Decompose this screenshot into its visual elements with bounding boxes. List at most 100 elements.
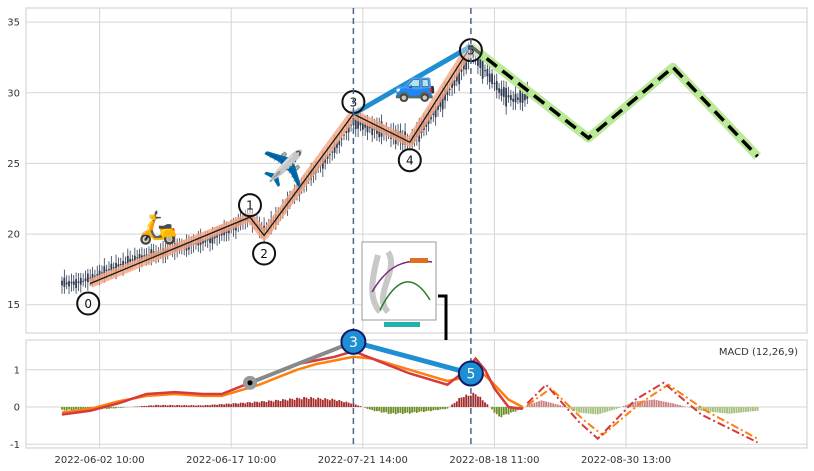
histogram-bar <box>279 401 282 408</box>
projection-dashed-line <box>469 44 759 158</box>
histogram-projection-bar <box>601 407 604 414</box>
histogram-bar <box>336 400 338 408</box>
histogram-projection-bar <box>554 403 557 408</box>
histogram-projection-bar <box>575 407 578 412</box>
histogram-bar <box>387 407 390 414</box>
histogram-bar <box>202 405 204 408</box>
histogram-projection-bar <box>608 407 611 411</box>
candle-body <box>519 89 522 103</box>
histogram-projection-bar <box>606 407 609 412</box>
candle-body <box>211 235 214 244</box>
candle-body <box>65 282 68 285</box>
histogram-bar <box>195 405 197 408</box>
histogram-projection-bar <box>695 407 698 410</box>
histogram-bar <box>70 407 73 411</box>
histogram-bar <box>368 407 371 410</box>
histogram-projection-bar <box>688 407 691 408</box>
histogram-bar <box>143 405 146 408</box>
histogram-bar <box>326 399 329 408</box>
histogram-projection-bar <box>573 407 576 411</box>
candle-body <box>112 267 115 269</box>
histogram-bar <box>321 399 324 408</box>
histogram-projection-bar <box>742 407 745 413</box>
histogram-projection-bar <box>615 407 618 409</box>
histogram-bar <box>432 407 435 411</box>
candle-body <box>75 279 77 289</box>
wave-label-4: 4 <box>406 154 414 168</box>
histogram-projection-bar <box>667 402 670 408</box>
candle-body <box>338 140 341 146</box>
candle-body <box>472 53 475 58</box>
histogram-bar <box>235 403 237 408</box>
histogram-bar <box>230 404 233 408</box>
histogram-projection-bar <box>552 403 555 408</box>
histogram-bar <box>383 407 385 413</box>
histogram-bar <box>415 407 418 413</box>
histogram-bar <box>197 405 200 408</box>
histogram-bar <box>166 405 169 408</box>
histogram-bar <box>171 405 174 408</box>
inset-curve <box>379 281 431 311</box>
histogram-bar <box>406 407 409 413</box>
histogram-bar <box>310 397 312 408</box>
histogram-bar <box>300 399 303 408</box>
candle-body <box>331 151 334 153</box>
histogram-bar <box>296 397 298 408</box>
histogram-bar <box>216 404 218 408</box>
histogram-bar <box>333 399 336 408</box>
candle-body <box>486 68 489 77</box>
histogram-bar <box>169 404 171 408</box>
candle-body <box>359 121 362 126</box>
candle-body <box>124 262 127 264</box>
histogram-bar <box>500 407 503 418</box>
candle-body <box>507 95 510 98</box>
histogram-projection-bar <box>542 400 545 408</box>
histogram-bar <box>371 407 374 411</box>
histogram-bar <box>213 404 216 408</box>
candle-body <box>133 255 136 261</box>
macd-wave-label-3: 3 <box>349 335 358 351</box>
histogram-projection-bar <box>528 404 531 408</box>
macd-legend: MACD (12,26,9) <box>719 347 798 358</box>
histogram-bar <box>155 404 157 408</box>
histogram-bar <box>272 401 275 408</box>
candle-body <box>117 264 120 267</box>
histogram-bar <box>455 401 458 408</box>
inset-diagram-image <box>361 241 448 340</box>
histogram-projection-bar <box>672 403 674 408</box>
histogram-projection-bar <box>740 407 743 413</box>
histogram-projection-bar <box>756 407 759 411</box>
histogram-bar <box>298 398 301 408</box>
histogram-bar <box>408 407 411 414</box>
histogram-bar <box>423 407 425 413</box>
histogram-projection-bar <box>535 401 538 408</box>
macd-y-tick-label: -1 <box>10 440 20 451</box>
histogram-bar <box>115 407 117 409</box>
candle-body <box>110 263 113 272</box>
candle-body <box>321 158 324 169</box>
histogram-projection-bar <box>676 404 679 408</box>
histogram-bar <box>274 399 277 408</box>
histogram-projection-bar <box>592 407 594 415</box>
candle-body <box>371 123 374 136</box>
histogram-projection-bar <box>561 406 564 408</box>
histogram-bar <box>350 403 352 408</box>
histogram-bar <box>190 405 193 408</box>
histogram-bar <box>411 407 414 413</box>
histogram-bar <box>148 405 150 408</box>
wave-label-circle <box>397 148 422 173</box>
histogram-projection-bar <box>540 400 543 408</box>
histogram-projection-bar <box>596 407 599 415</box>
histogram-bar <box>79 407 82 410</box>
inset-marker <box>384 322 420 327</box>
histogram-projection-bar <box>719 407 721 413</box>
histogram-bar <box>206 404 209 408</box>
candle-body <box>98 270 101 279</box>
histogram-bar <box>82 407 85 410</box>
candle-body <box>347 125 350 133</box>
histogram-bar <box>63 407 66 411</box>
histogram-bar <box>446 407 449 409</box>
histogram-projection-bar <box>526 405 529 408</box>
histogram-bar <box>505 407 508 415</box>
histogram-projection-bar <box>603 407 606 413</box>
